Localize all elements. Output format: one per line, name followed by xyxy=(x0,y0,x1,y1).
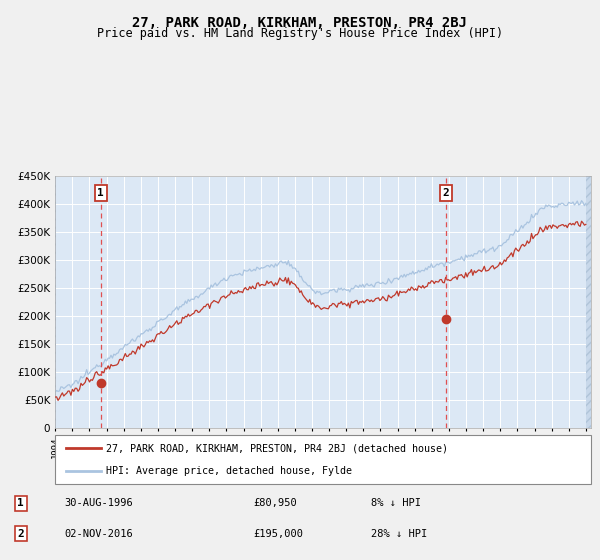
Text: 2: 2 xyxy=(17,529,24,539)
Text: 02-NOV-2016: 02-NOV-2016 xyxy=(65,529,134,539)
Text: 27, PARK ROAD, KIRKHAM, PRESTON, PR4 2BJ (detached house): 27, PARK ROAD, KIRKHAM, PRESTON, PR4 2BJ… xyxy=(106,444,448,454)
Text: 2: 2 xyxy=(443,188,449,198)
Text: 1: 1 xyxy=(97,188,104,198)
Text: 30-AUG-1996: 30-AUG-1996 xyxy=(65,498,134,508)
Text: 28% ↓ HPI: 28% ↓ HPI xyxy=(371,529,427,539)
Text: HPI: Average price, detached house, Fylde: HPI: Average price, detached house, Fyld… xyxy=(106,466,352,476)
Text: £80,950: £80,950 xyxy=(253,498,297,508)
Text: 1: 1 xyxy=(17,498,24,508)
Text: Price paid vs. HM Land Registry's House Price Index (HPI): Price paid vs. HM Land Registry's House … xyxy=(97,27,503,40)
Text: £195,000: £195,000 xyxy=(253,529,303,539)
Text: 8% ↓ HPI: 8% ↓ HPI xyxy=(371,498,421,508)
FancyBboxPatch shape xyxy=(55,435,591,484)
Text: 27, PARK ROAD, KIRKHAM, PRESTON, PR4 2BJ: 27, PARK ROAD, KIRKHAM, PRESTON, PR4 2BJ xyxy=(133,16,467,30)
